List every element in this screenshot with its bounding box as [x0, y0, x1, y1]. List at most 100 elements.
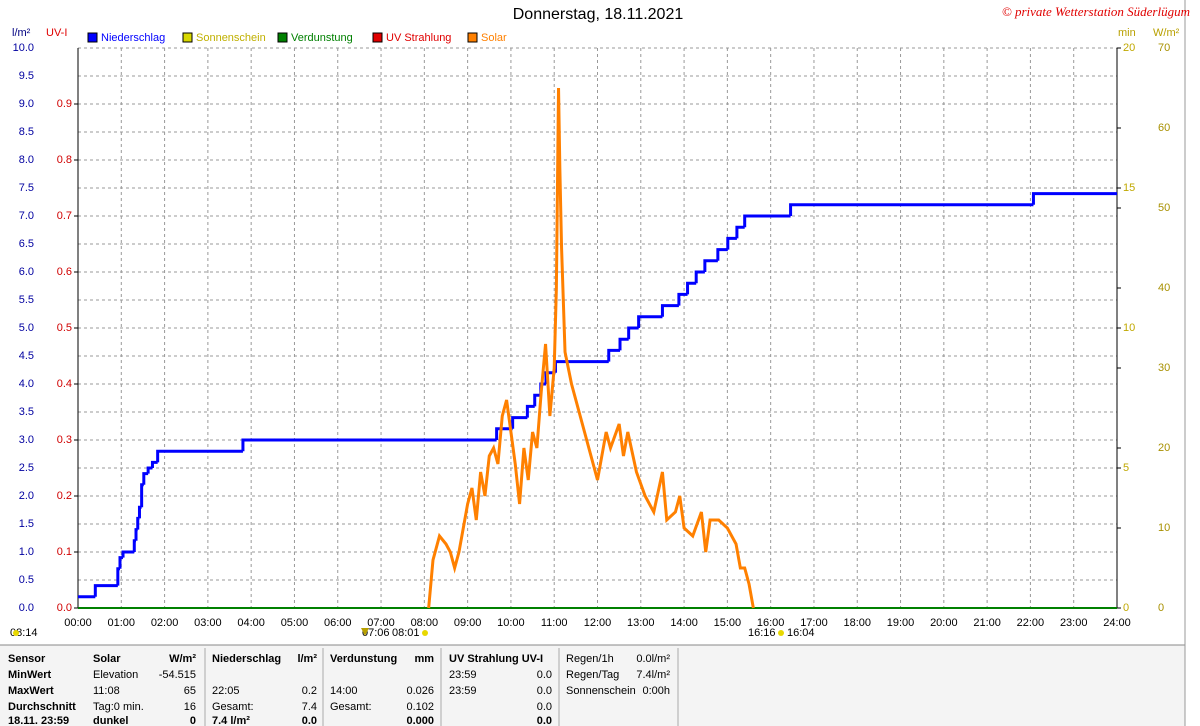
stats-cell: 0.026 — [406, 685, 434, 697]
x-tick-label: 13:00 — [627, 617, 655, 629]
x-tick-label: 10:00 — [497, 617, 525, 629]
stats-cell: 7.4l/m² — [636, 669, 670, 681]
x-tick-label: 21:00 — [973, 617, 1001, 629]
x-tick-label: 24:00 — [1103, 617, 1131, 629]
solar-tick-label: 40 — [1158, 282, 1170, 294]
sun-marker — [778, 630, 784, 636]
stats-cell: Sonnenschein — [566, 685, 636, 697]
step-segment — [511, 416, 528, 429]
solar-tick-label: 0 — [1158, 602, 1164, 614]
uv-tick-label: 0.8 — [57, 154, 72, 166]
step-segment — [677, 292, 688, 306]
x-tick-label: 23:00 — [1060, 617, 1088, 629]
stats-cell: 7.4 — [302, 701, 317, 713]
stats-cell: 18.11. 23:59 — [8, 715, 69, 726]
step-segment — [121, 550, 135, 558]
stats-cell: Solar — [93, 653, 121, 665]
stats-cell: 14:00 — [330, 685, 358, 697]
min-axis-unit: min — [1118, 27, 1136, 39]
legend-swatch — [372, 32, 383, 43]
y-tick-label: 9.5 — [19, 70, 34, 82]
stats-cell: Sensor — [8, 653, 46, 665]
y-tick-label: 3.5 — [19, 406, 34, 418]
step-segment — [735, 225, 745, 239]
step-segment — [607, 348, 621, 362]
stats-cell: 23:59 — [449, 669, 477, 681]
stats-cell: Niederschlag — [212, 653, 281, 665]
copyright: © private Wetterstation Süderlügum — [1002, 4, 1190, 19]
y-tick-label: 0.5 — [19, 574, 34, 586]
y-tick-label: 7.5 — [19, 182, 34, 194]
stats-cell: Durchschnitt — [8, 701, 76, 713]
stats-cell: 0.0 — [537, 685, 552, 697]
legend-label: Sonnenschein — [196, 32, 266, 44]
x-tick-label: 01:00 — [108, 617, 136, 629]
step-segment — [132, 539, 137, 552]
stats-cell: W/m² — [169, 653, 196, 665]
y-tick-label: 5.5 — [19, 294, 34, 306]
uv-tick-label: 0.5 — [57, 322, 72, 334]
sun-annotation: 16:16 — [748, 627, 776, 639]
solar-tick-label: 60 — [1158, 122, 1170, 134]
step-segment — [495, 427, 513, 440]
x-tick-label: 00:00 — [64, 617, 92, 629]
stats-cell: 0:00h — [642, 685, 670, 697]
stats-cell: 0.0 — [537, 669, 552, 681]
sun-annotation: 07:06 — [362, 627, 390, 639]
stats-cell: Gesamt: — [212, 701, 254, 713]
stats-cell: 0.0 — [302, 715, 317, 726]
x-tick-label: 16:00 — [757, 617, 785, 629]
step-segment — [743, 214, 791, 228]
y-tick-label: 8.0 — [19, 154, 34, 166]
stats-cell: Gesamt: — [330, 701, 372, 713]
stats-cell: dunkel — [93, 715, 128, 726]
y-tick-label: 10.0 — [13, 42, 34, 54]
uv-tick-label: 0.7 — [57, 210, 72, 222]
x-tick-label: 03:00 — [194, 617, 222, 629]
step-segment — [637, 315, 663, 328]
y-tick-label: 7.0 — [19, 210, 34, 222]
uv-tick-label: 0.1 — [57, 546, 72, 558]
y-tick-label: 9.0 — [19, 98, 34, 110]
step-segment — [93, 584, 118, 597]
stats-cell: MinWert — [8, 669, 52, 681]
legend-swatch — [87, 32, 98, 43]
step-segment — [241, 438, 497, 452]
y-tick-label: 1.5 — [19, 518, 34, 530]
step-segment — [716, 248, 728, 261]
legend-swatch — [277, 32, 288, 43]
min-tick-label: 10 — [1123, 322, 1135, 334]
stats-cell: l/m² — [297, 653, 317, 665]
step-segment — [1031, 192, 1117, 205]
y-tick-label: 1.0 — [19, 546, 34, 558]
stats-cell: Tag:0 min. — [93, 701, 144, 713]
stats-cell: 0 — [190, 715, 196, 726]
stats-cell: 0.0l/m² — [636, 653, 670, 665]
uv-tick-label: 0.9 — [57, 98, 72, 110]
stats-cell: UV Strahlung UV-I — [449, 653, 543, 665]
x-tick-label: 05:00 — [281, 617, 309, 629]
stats-cell: -54.515 — [159, 669, 196, 681]
step-segment — [136, 516, 140, 530]
solar-tick-label: 10 — [1158, 522, 1170, 534]
step-segment — [150, 460, 158, 468]
y-axis-unit: l/m² — [12, 27, 31, 39]
uv-tick-label: 0.2 — [57, 490, 72, 502]
min-tick-label: 5 — [1123, 462, 1129, 474]
y-tick-label: 2.0 — [19, 490, 34, 502]
x-tick-label: 15:00 — [714, 617, 742, 629]
step-segment — [686, 281, 697, 295]
stats-cell: Regen/Tag — [566, 669, 619, 681]
x-tick-label: 17:00 — [800, 617, 828, 629]
x-tick-label: 08:00 — [411, 617, 439, 629]
step-segment — [703, 259, 718, 272]
stats-cell: Verdunstung — [330, 653, 397, 665]
x-tick-label: 18:00 — [843, 617, 871, 629]
step-segment — [726, 236, 737, 250]
stats-cell: 7.4 l/m² — [212, 715, 250, 726]
legend-swatch — [182, 32, 193, 43]
step-segment — [618, 337, 629, 351]
x-tick-label: 22:00 — [1017, 617, 1045, 629]
solar-tick-label: 20 — [1158, 442, 1170, 454]
stats-cell: 16 — [184, 701, 196, 713]
